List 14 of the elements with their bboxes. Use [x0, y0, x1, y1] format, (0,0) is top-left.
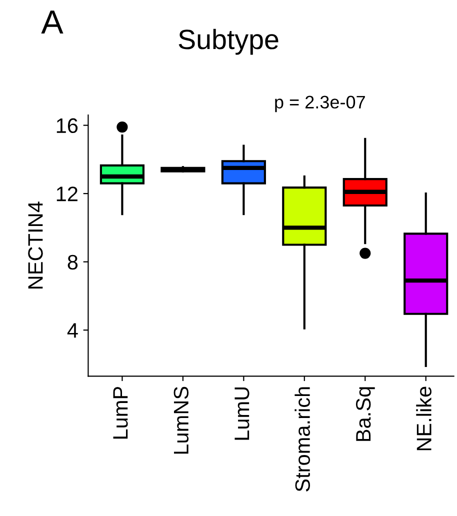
y-tick-label: 16	[56, 118, 78, 134]
chart-title: Subtype	[178, 28, 278, 55]
x-tick-label: NE.like	[416, 386, 432, 450]
y-axis-title: NECTIN4	[28, 202, 43, 288]
x-tick-label: LumNS	[174, 386, 189, 454]
y-tick-label: 4	[67, 323, 78, 338]
y-tick-label: 8	[68, 254, 78, 270]
x-tick-label: Ba.Sq	[356, 387, 375, 441]
x-tick-label: LumP	[113, 386, 128, 439]
text: A	[41, 10, 64, 34]
y-tick-label: 12	[56, 186, 78, 202]
x-tick-label: LumU	[234, 387, 250, 440]
text: p = 2.3e-07	[275, 96, 365, 112]
x-tick-label: Stroma.rich	[294, 387, 310, 492]
